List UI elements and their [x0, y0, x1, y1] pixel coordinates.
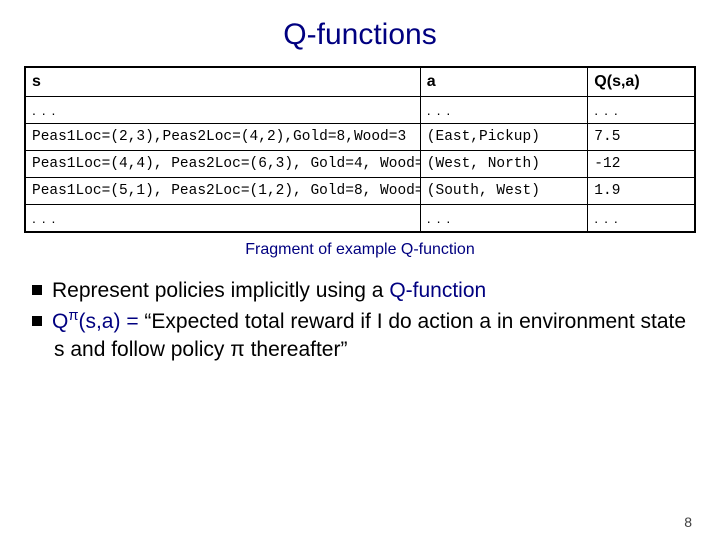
q-function-table: s a Q(s,a) . . .. . .. . .Peas1Loc=(2,3)…: [24, 66, 696, 233]
table-cell-s: Peas1Loc=(5,1), Peas2Loc=(1,2), Gold=8, …: [25, 178, 420, 205]
table-header-row: s a Q(s,a): [25, 67, 695, 97]
table-cell-q: 1.9: [588, 178, 695, 205]
table-cell-q: . . .: [588, 205, 695, 233]
header-q: Q(s,a): [588, 67, 695, 97]
table-cell-a: . . .: [420, 205, 588, 233]
table-cell-s: Peas1Loc=(4,4), Peas2Loc=(6,3), Gold=4, …: [25, 151, 420, 178]
bullet-2: Qπ(s,a) = “Expected total reward if I do…: [32, 308, 688, 363]
table-row: Peas1Loc=(4,4), Peas2Loc=(6,3), Gold=4, …: [25, 151, 695, 178]
bullet-square-icon: [32, 316, 42, 326]
header-s: s: [25, 67, 420, 97]
table-cell-q: 7.5: [588, 124, 695, 151]
table-cell-q: -12: [588, 151, 695, 178]
table-row: . . .. . .. . .: [25, 205, 695, 233]
table-cell-s: Peas1Loc=(2,3),Peas2Loc=(4,2),Gold=8,Woo…: [25, 124, 420, 151]
table-cell-a: (West, North): [420, 151, 588, 178]
table-cell-a: (East,Pickup): [420, 124, 588, 151]
table-row: . . .. . .. . .: [25, 97, 695, 124]
bullet-list: Represent policies implicitly using a Q-…: [24, 277, 696, 363]
bullet-1-text-pre: Represent policies implicitly using a: [52, 279, 389, 302]
table-body: . . .. . .. . .Peas1Loc=(2,3),Peas2Loc=(…: [25, 97, 695, 233]
table-row: Peas1Loc=(2,3),Peas2Loc=(4,2),Gold=8,Woo…: [25, 124, 695, 151]
bullet-1: Represent policies implicitly using a Q-…: [32, 277, 688, 304]
bullet-square-icon: [32, 285, 42, 295]
bullet-2-quote: “Expected total reward if I do action a …: [54, 310, 686, 360]
table-row: Peas1Loc=(5,1), Peas2Loc=(1,2), Gold=8, …: [25, 178, 695, 205]
header-a: a: [420, 67, 588, 97]
bullet-2-q: Q: [52, 310, 68, 333]
bullet-2-args: (s,a) =: [78, 310, 144, 333]
table-cell-q: . . .: [588, 97, 695, 124]
page-number: 8: [684, 514, 692, 530]
table-caption: Fragment of example Q-function: [24, 241, 696, 259]
table-cell-a: (South, West): [420, 178, 588, 205]
table-cell-a: . . .: [420, 97, 588, 124]
bullet-1-accent: Q-function: [389, 279, 486, 302]
bullet-2-pi-sup: π: [68, 308, 78, 324]
table-cell-s: . . .: [25, 97, 420, 124]
slide-title: Q-functions: [24, 18, 696, 52]
table-cell-s: . . .: [25, 205, 420, 233]
